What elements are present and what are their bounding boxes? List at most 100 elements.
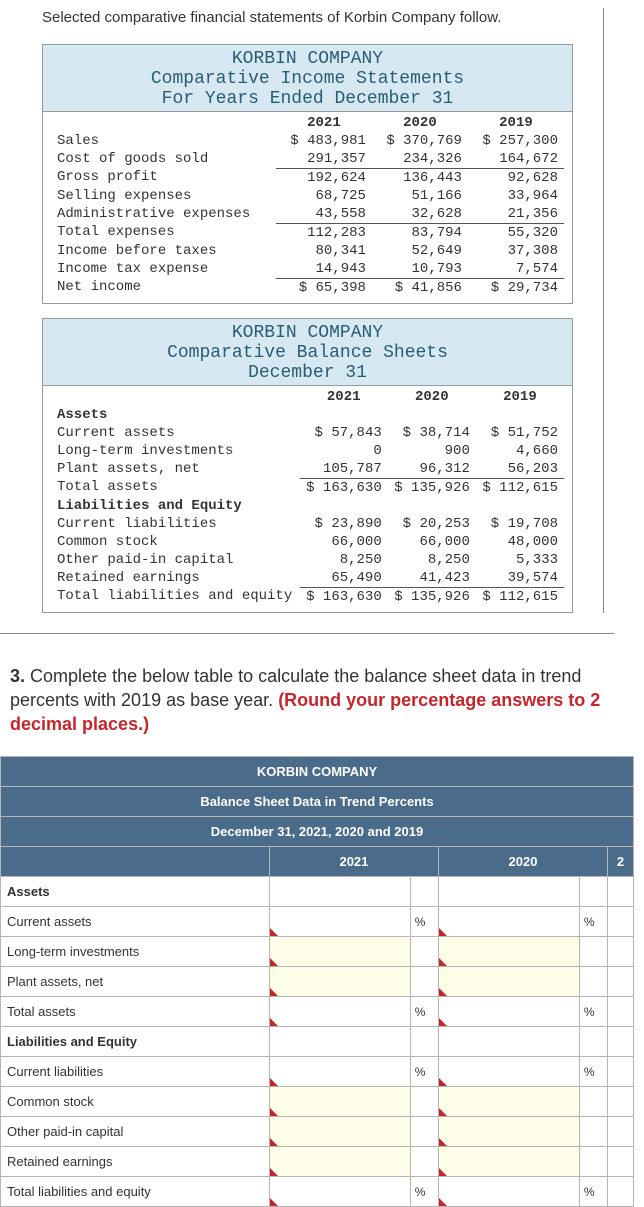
cell-marker-icon	[270, 1018, 278, 1026]
cell-marker-icon	[270, 1168, 278, 1176]
answer-input-cell[interactable]	[269, 997, 410, 1027]
cell-marker-icon	[439, 958, 447, 966]
balance-sheet-table: 2021 2020 2019 AssetsCurrent assets$ 57,…	[51, 388, 564, 606]
pct-label: %	[579, 997, 607, 1027]
cell-marker-icon	[270, 988, 278, 996]
bs-row-label: Current assets	[51, 424, 300, 442]
is-year-0: 2021	[276, 114, 372, 132]
answer-input-cell[interactable]	[438, 1147, 579, 1177]
is-row-value: 51,166	[372, 187, 468, 205]
bs-year-0: 2021	[300, 388, 388, 406]
is-subtitle: For Years Ended December 31	[43, 89, 572, 109]
pct-label	[410, 967, 438, 997]
pct-label	[410, 1147, 438, 1177]
bs-year-1: 2020	[388, 388, 476, 406]
answer-input-cell[interactable]	[607, 1057, 633, 1087]
cell-marker-icon	[439, 1168, 447, 1176]
is-row-value: 136,443	[372, 168, 468, 187]
answer-section: Liabilities and Equity	[1, 1027, 270, 1057]
answer-input-cell[interactable]	[438, 997, 579, 1027]
bs-row-value: 65,490	[300, 569, 388, 588]
balance-sheet-header: KORBIN COMPANY Comparative Balance Sheet…	[43, 319, 572, 386]
bs-row-label: Long-term investments	[51, 442, 300, 460]
answer-row-label: Retained earnings	[1, 1147, 270, 1177]
pct-label	[579, 1117, 607, 1147]
is-row-label: Income before taxes	[51, 242, 276, 260]
bs-row-value: 66,000	[388, 533, 476, 551]
answer-row-label: Plant assets, net	[1, 967, 270, 997]
bs-row-label: Retained earnings	[51, 569, 300, 588]
answer-input-cell[interactable]	[438, 1057, 579, 1087]
is-row-value: 92,628	[468, 168, 564, 187]
answer-input-cell[interactable]	[269, 1147, 410, 1177]
pct-label: %	[410, 907, 438, 937]
pct-label	[579, 1087, 607, 1117]
answer-table-region: KORBIN COMPANY Balance Sheet Data in Tre…	[0, 756, 634, 1207]
bs-row-value: 56,203	[476, 460, 564, 479]
answer-input-cell[interactable]	[269, 907, 410, 937]
answer-input-cell[interactable]	[269, 1087, 410, 1117]
answer-input-cell[interactable]	[438, 967, 579, 997]
answer-row-label: Total liabilities and equity	[1, 1177, 270, 1207]
bs-row-value: 5,333	[476, 551, 564, 569]
answer-input-cell[interactable]	[607, 967, 633, 997]
pct-label	[410, 937, 438, 967]
bs-row-value: 900	[388, 442, 476, 460]
answer-input-cell[interactable]	[269, 937, 410, 967]
answer-input-cell[interactable]	[438, 937, 579, 967]
bs-row-value: 48,000	[476, 533, 564, 551]
bs-row-value: 4,660	[476, 442, 564, 460]
pct-label	[579, 1147, 607, 1177]
bs-row-label: Current liabilities	[51, 515, 300, 533]
cell-marker-icon	[439, 1078, 447, 1086]
bs-row-label: Total assets	[51, 478, 300, 497]
answer-input-cell[interactable]	[269, 1057, 410, 1087]
pct-label: %	[579, 1177, 607, 1207]
is-row-value: 21,356	[468, 205, 564, 224]
cell-marker-icon	[270, 958, 278, 966]
answer-input-cell[interactable]	[607, 1087, 633, 1117]
bs-section: Assets	[51, 406, 300, 424]
is-row-value: 7,574	[468, 260, 564, 279]
answer-input-cell[interactable]	[607, 907, 633, 937]
answer-table: KORBIN COMPANY Balance Sheet Data in Tre…	[0, 756, 634, 1207]
is-row-value: 10,793	[372, 260, 468, 279]
pct-label: %	[579, 1057, 607, 1087]
bs-row-value: 8,250	[388, 551, 476, 569]
bs-title: Comparative Balance Sheets	[43, 343, 572, 363]
pct-label	[579, 967, 607, 997]
answer-input-cell[interactable]	[607, 997, 633, 1027]
cell-marker-icon	[270, 1078, 278, 1086]
bs-subtitle: December 31	[43, 363, 572, 383]
is-row-value: $ 483,981	[276, 132, 372, 150]
answer-input-cell[interactable]	[269, 1117, 410, 1147]
pct-label	[410, 1087, 438, 1117]
is-row-value: 32,628	[372, 205, 468, 224]
answer-section: Assets	[1, 877, 270, 907]
answer-input-cell[interactable]	[269, 1177, 410, 1207]
answer-input-cell[interactable]	[438, 1087, 579, 1117]
is-row-label: Selling expenses	[51, 187, 276, 205]
answer-input-cell[interactable]	[607, 1117, 633, 1147]
answer-input-cell[interactable]	[607, 937, 633, 967]
bs-row-value: $ 23,890	[300, 515, 388, 533]
is-year-2: 2019	[468, 114, 564, 132]
bs-year-2: 2019	[476, 388, 564, 406]
bs-row-label: Plant assets, net	[51, 460, 300, 479]
bs-row-label: Total liabilities and equity	[51, 587, 300, 606]
question-text: 3. Complete the below table to calculate…	[0, 634, 644, 757]
answer-input-cell[interactable]	[607, 1177, 633, 1207]
answer-input-cell[interactable]	[438, 907, 579, 937]
is-row-label: Net income	[51, 278, 276, 297]
balance-sheet-block: KORBIN COMPANY Comparative Balance Sheet…	[42, 318, 573, 613]
is-row-label: Total expenses	[51, 223, 276, 242]
answer-input-cell[interactable]	[438, 1117, 579, 1147]
answer-input-cell[interactable]	[269, 967, 410, 997]
answer-input-cell[interactable]	[438, 1177, 579, 1207]
pct-label: %	[410, 1177, 438, 1207]
answer-row-label: Common stock	[1, 1087, 270, 1117]
answer-input-cell[interactable]	[607, 1147, 633, 1177]
is-row-value: 291,357	[276, 150, 372, 169]
bs-row-value: 41,423	[388, 569, 476, 588]
intro-text: Selected comparative financial statement…	[0, 8, 603, 36]
